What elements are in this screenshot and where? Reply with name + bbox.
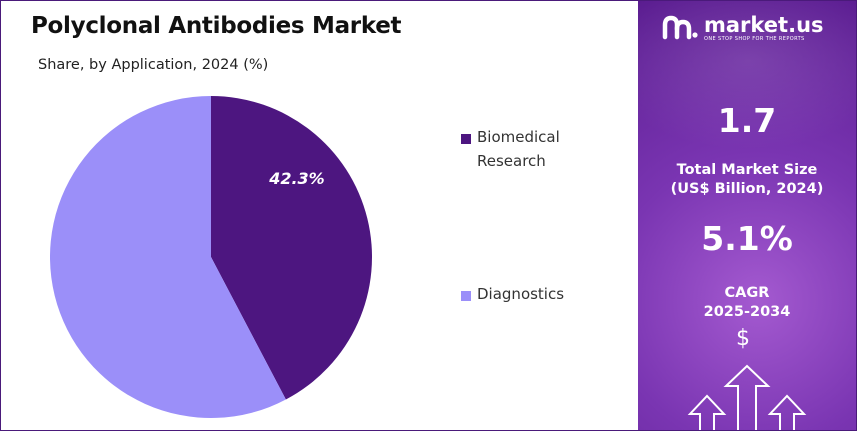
legend-label-diagnostics: Diagnostics <box>477 285 565 303</box>
market-us-logo-icon <box>662 15 698 40</box>
brand-logo: market.us ONE STOP SHOP FOR THE REPORTS <box>662 13 824 43</box>
growth-arrows-icon <box>687 364 807 430</box>
pie-slice-biomedical-research <box>211 96 372 400</box>
brand-name: market.us <box>704 12 824 37</box>
dollar-icon: $ <box>736 326 750 351</box>
panel-background-glow <box>638 1 856 151</box>
data-label-biomedical-research: 42.3% <box>268 169 325 188</box>
market-size-label-line1: Total Market Size <box>676 162 818 178</box>
legend-item-diagnostics: Diagnostics <box>461 285 564 306</box>
brand-tagline: ONE STOP SHOP FOR THE REPORTS <box>704 35 805 42</box>
cagr-label-line1: CAGR <box>724 285 770 301</box>
pie-slice-diagnostics <box>49 96 286 418</box>
pie-chart: 42.3% <box>49 96 372 418</box>
cagr-label: CAGR 2025-2034 <box>638 284 856 322</box>
stats-panel: market.us ONE STOP SHOP FOR THE REPORTS … <box>638 1 856 430</box>
market-size-value: 1.7 <box>717 101 777 140</box>
market-size-label-line2: (US$ Billion, 2024) <box>670 181 824 197</box>
legend-item-biomedical-research: Biomedical Research <box>461 128 587 173</box>
market-size-label: Total Market Size (US$ Billion, 2024) <box>638 161 856 199</box>
chart-title: Polyclonal Antibodies Market <box>31 13 402 39</box>
cagr-label-line2: 2025-2034 <box>703 304 791 320</box>
cagr-value: 5.1% <box>701 219 793 258</box>
legend-swatch-diagnostics <box>461 291 471 301</box>
legend-swatch-biomedical-research <box>461 134 471 144</box>
chart-subtitle: Share, by Application, 2024 (%) <box>38 57 269 73</box>
legend-label-biomedical-research: Biomedical Research <box>477 128 560 170</box>
